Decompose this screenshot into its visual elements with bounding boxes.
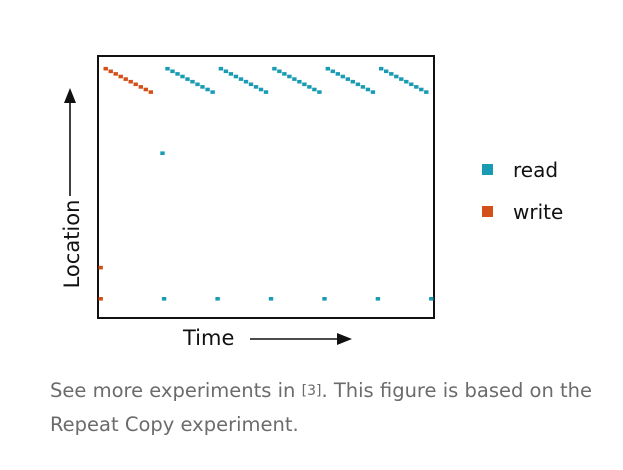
caption-text-end: . This figure is based on the Repeat Cop… (50, 379, 593, 436)
read-point (190, 79, 195, 84)
read-point (355, 82, 361, 87)
write-point (148, 90, 153, 94)
legend-label-write: write (513, 200, 563, 224)
write-point (143, 87, 148, 92)
data-points (98, 66, 434, 301)
read-point (165, 66, 170, 71)
read-point (161, 297, 167, 301)
read-point (248, 82, 254, 87)
chart: Location Time read write (60, 55, 563, 350)
write-point (123, 77, 128, 81)
y-axis-arrow-head (64, 88, 76, 103)
read-point (268, 297, 274, 301)
read-point (340, 74, 345, 79)
figure-caption: See more experiments in [3]. This figure… (50, 374, 610, 441)
read-point (307, 85, 312, 89)
read-point (292, 77, 297, 81)
write-point (98, 265, 103, 270)
read-point (360, 85, 366, 89)
x-axis-label: Time (182, 326, 234, 350)
caption-text-start: See more experiments in (50, 379, 302, 402)
read-point (414, 85, 419, 89)
plot-frame (97, 55, 435, 319)
read-point (160, 151, 165, 155)
read-point (317, 90, 322, 94)
write-point (113, 72, 118, 76)
write-point (108, 69, 113, 74)
read-point (325, 66, 330, 71)
read-point (379, 66, 384, 71)
read-point (180, 74, 185, 79)
read-point (233, 74, 239, 79)
read-point (258, 87, 264, 92)
read-point (404, 79, 409, 84)
write-point (118, 74, 123, 79)
write-point (128, 79, 133, 84)
read-point (389, 72, 394, 76)
read-point (282, 72, 287, 76)
write-point (98, 297, 103, 301)
legend: read write (482, 158, 563, 224)
read-point (384, 69, 389, 74)
write-point (103, 66, 108, 71)
legend-label-read: read (513, 158, 558, 182)
read-point (297, 79, 302, 84)
read-point (322, 297, 327, 301)
read-point (312, 87, 317, 92)
read-point (330, 69, 335, 74)
y-axis-label: Location (60, 200, 84, 289)
read-point (399, 77, 404, 81)
read-point (243, 79, 249, 84)
read-point (200, 85, 205, 89)
read-point (170, 69, 175, 74)
read-point (394, 74, 399, 79)
read-point (215, 297, 220, 301)
read-point (419, 87, 424, 92)
read-point (302, 82, 307, 87)
read-point (277, 69, 282, 74)
read-point (375, 297, 381, 301)
read-point (409, 82, 414, 87)
legend-swatch-write (482, 206, 493, 217)
read-point (205, 87, 210, 92)
read-point (175, 72, 180, 76)
read-point (228, 72, 234, 76)
read-point (345, 77, 350, 81)
read-point (350, 79, 355, 84)
read-point (370, 90, 376, 94)
citation-link[interactable]: [3] (301, 383, 322, 399)
read-point (263, 90, 269, 94)
read-point (185, 77, 190, 81)
read-point (424, 90, 429, 94)
read-point (238, 77, 244, 81)
write-point (138, 85, 143, 89)
read-point (429, 297, 434, 301)
x-axis-arrow-head (337, 333, 352, 345)
legend-swatch-read (482, 164, 493, 175)
read-point (218, 66, 224, 71)
read-point (365, 87, 371, 92)
read-point (287, 74, 292, 79)
read-point (210, 90, 215, 94)
read-point (195, 82, 200, 87)
read-point (335, 72, 340, 76)
write-point (133, 82, 138, 87)
read-point (223, 69, 229, 74)
read-point (272, 66, 277, 71)
read-point (253, 85, 259, 89)
